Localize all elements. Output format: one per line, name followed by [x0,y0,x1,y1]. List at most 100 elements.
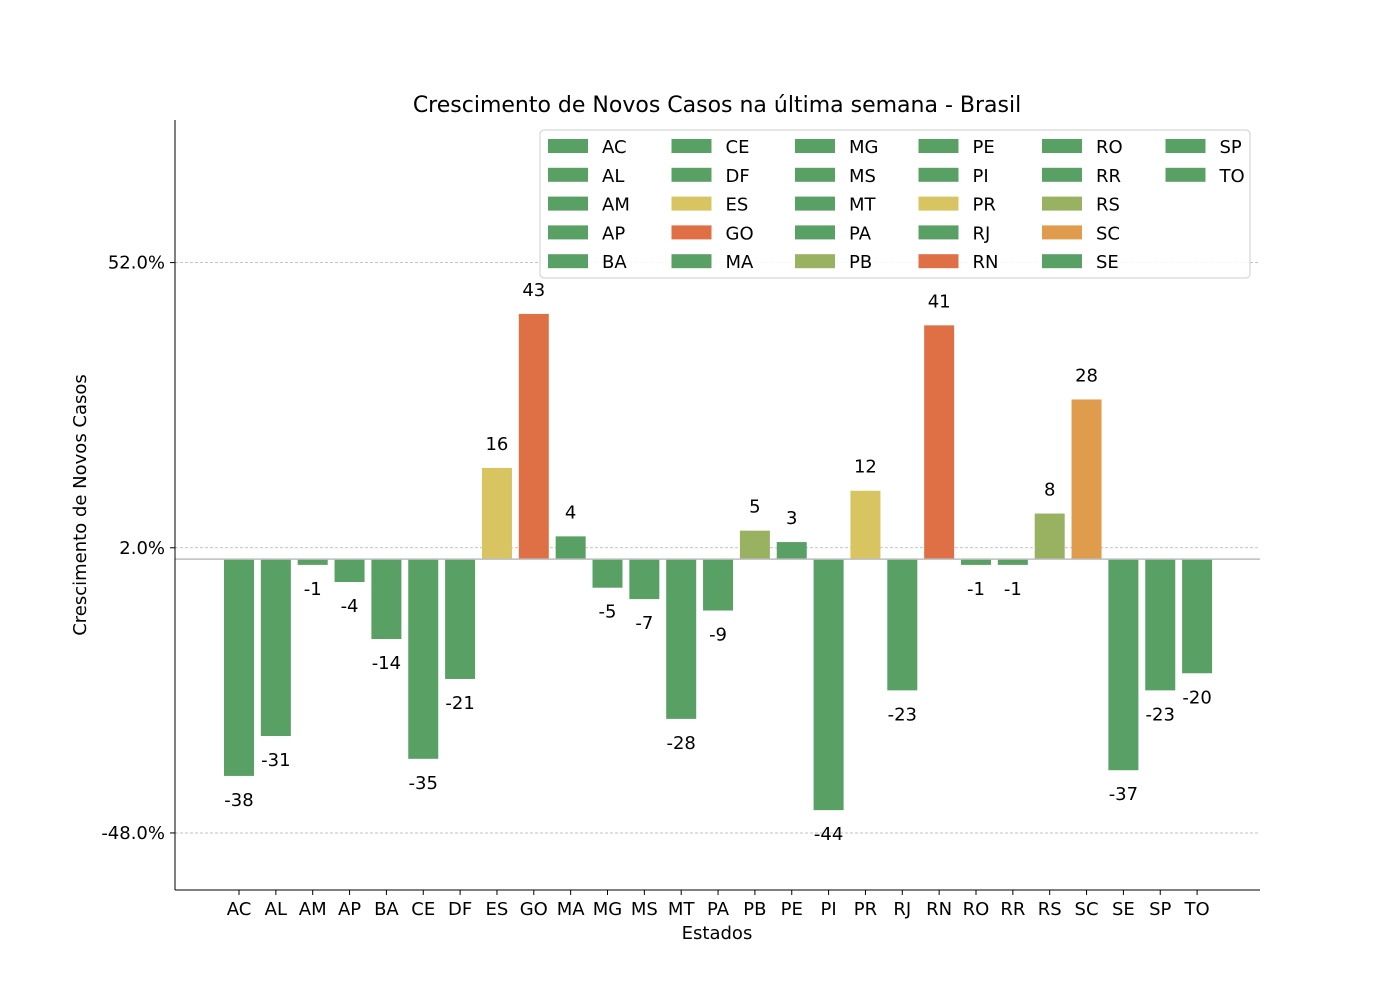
value-label-AM: -1 [304,579,322,600]
x-tick-label-PR: PR [854,899,877,920]
bar-PI [813,559,844,811]
legend-swatch-DF [671,167,712,182]
x-tick-label-BA: BA [374,899,399,920]
bar-GO [518,313,549,560]
chart-title: Crescimento de Novos Casos na última sem… [413,93,1021,118]
legend-box [539,129,1251,279]
legend-swatch-SE [1042,254,1082,269]
bar-PA [703,559,734,611]
x-tick-label-PA: PA [707,899,730,920]
bar-MA [555,536,586,560]
bar-DF [445,559,476,679]
x-tick-label-ES: ES [486,899,509,920]
legend-swatch-SC [1042,225,1082,240]
y-ticks: 52.0% 2.0% -48.0% [101,253,175,844]
y-tick-label: 2.0% [119,538,165,559]
bar-MG [592,559,623,588]
x-tick-label-AL: AL [265,899,287,920]
y-axis-label: Crescimento de Novos Casos [70,374,91,636]
bar-SP [1145,559,1176,691]
legend-swatch-BA [548,254,588,269]
legend-label-RO: RO [1096,137,1123,158]
legend-label-GO: GO [726,223,754,244]
bar-RR [997,559,1028,565]
bar-AC [224,559,254,776]
value-label-GO: 43 [522,280,545,301]
value-label-DF: -21 [445,693,474,714]
legend-swatch-TO [1165,167,1206,182]
x-tick-label-DF: DF [448,899,472,920]
value-label-PE: 3 [786,508,797,529]
value-label-PR: 12 [854,457,877,478]
value-label-PB: 5 [749,497,760,518]
bar-BA [371,559,402,640]
value-label-MS: -7 [635,613,653,634]
x-tick-label-TO: TO [1184,899,1210,920]
legend-label-CE: CE [726,137,750,158]
x-tick-label-MS: MS [631,899,658,920]
bar-PR [850,490,881,560]
legend-swatch-MS [795,167,835,182]
legend-label-AL: AL [602,166,624,187]
x-tick-label-MA: MA [557,899,586,920]
bar-SC [1071,399,1102,560]
legend-swatch-AM [548,196,588,211]
legend-swatch-MT [795,196,835,211]
legend-swatch-RJ [918,225,959,240]
legend-swatch-PE [918,139,959,153]
x-tick-label-MG: MG [593,899,622,920]
value-label-RO: -1 [967,579,985,600]
value-label-AL: -31 [261,750,290,771]
legend-swatch-MG [795,139,835,153]
legend-label-RR: RR [1096,166,1121,187]
value-label-RJ: -23 [888,704,917,725]
value-label-SE: -37 [1109,784,1138,805]
value-label-RN: 41 [928,291,951,312]
legend-label-AC: AC [602,137,627,158]
legend-swatch-SP [1165,139,1206,153]
x-tick-label-MT: MT [668,899,696,920]
bar-AL [260,559,291,736]
legend-label-DF: DF [726,166,750,187]
legend-swatch-PR [918,196,959,211]
legend-label-SC: SC [1096,223,1120,244]
legend-label-SP: SP [1220,137,1242,158]
legend-label-RN: RN [973,252,999,273]
bar-PE [776,542,807,560]
x-tick-label-SC: SC [1075,899,1099,920]
legend-label-PI: PI [973,166,989,187]
value-label-SP: -23 [1146,704,1175,725]
legend-swatch-AL [548,167,588,182]
x-tick-label-RR: RR [1000,899,1025,920]
bar-RO [961,559,991,565]
value-label-TO: -20 [1182,687,1211,708]
bar-AM [297,559,328,565]
bar-PB [739,530,770,560]
legend-swatch-AC [548,139,588,153]
bar-AP [334,559,365,582]
legend-swatch-MA [671,254,712,269]
legend-swatch-GO [671,225,712,240]
value-label-MT: -28 [666,733,695,754]
x-tick-label-PI: PI [821,899,837,920]
bar-MS [629,559,660,600]
legend: AC AL AM AP BA CE DF ES GO MA MG MS MT PA PB PE PI PR RJ RN… [539,129,1251,279]
bar-ES [481,467,512,560]
x-axis-label: Estados [682,923,753,944]
legend-swatch-PI [918,167,959,182]
value-label-ES: 16 [485,434,508,455]
bar-RS [1034,513,1065,560]
x-tick-label-AM: AM [299,899,327,920]
value-label-BA: -14 [372,653,401,674]
bar-SE [1108,559,1139,771]
x-tick-label-PB: PB [743,899,766,920]
bar-RJ [887,559,918,691]
legend-label-MS: MS [849,166,876,187]
x-tick-label-RS: RS [1038,899,1062,920]
legend-label-RJ: RJ [973,223,991,244]
legend-label-AM: AM [602,195,630,216]
legend-label-RS: RS [1096,195,1120,216]
axes [174,120,1260,891]
value-label-PI: -44 [814,824,843,845]
